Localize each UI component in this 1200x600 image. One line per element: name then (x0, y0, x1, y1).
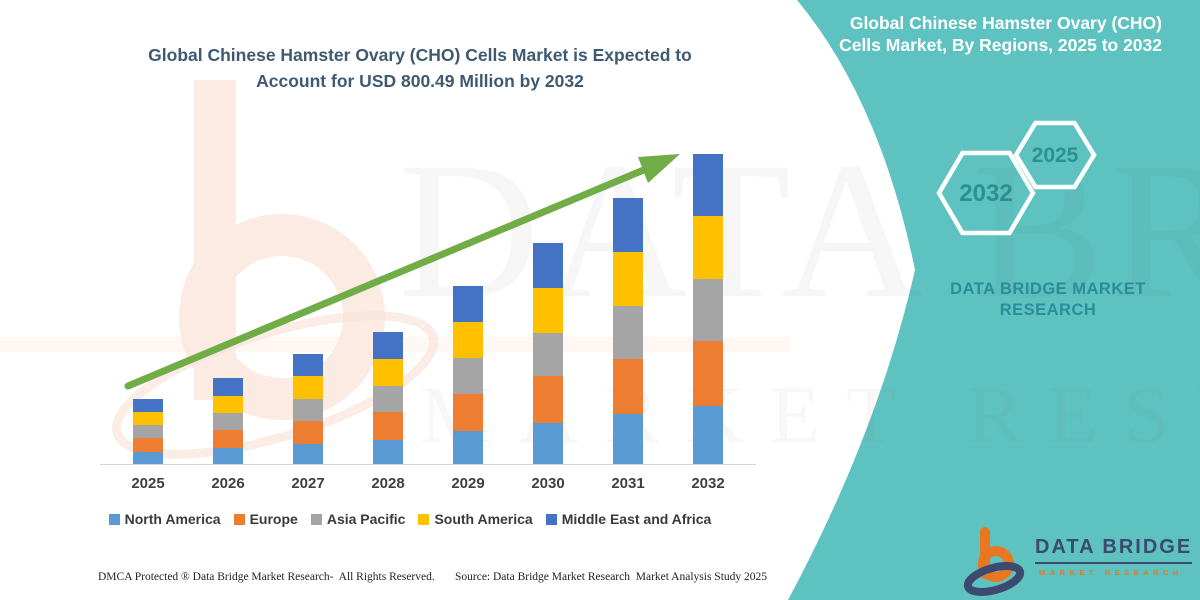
stacked-bar-2029 (453, 285, 483, 465)
bar-segment-2028-middle-east-and-africa (373, 332, 403, 360)
legend-swatch-icon (108, 513, 120, 525)
stacked-bar-2032 (693, 154, 723, 465)
hexagons-graphic: 2032 2025 (936, 120, 1097, 236)
side-panel-title: Global Chinese Hamster Ovary (CHO) Cells… (839, 13, 1162, 55)
stacked-bar-2028 (373, 332, 403, 465)
legend-swatch-icon (310, 513, 322, 525)
bar-segment-2027-north-america (293, 444, 323, 465)
x-axis-label-2027: 2027 (291, 475, 325, 492)
bar-segment-2025-asia-pacific (133, 425, 163, 439)
x-axis-line (100, 464, 756, 465)
hexagon-2032 (936, 150, 1036, 236)
stacked-bar-2027 (293, 353, 323, 465)
bar-segment-2028-europe (373, 412, 403, 440)
chart-title: Global Chinese Hamster Ovary (CHO) Cells… (70, 42, 770, 94)
x-axis-labels: 2025 2026 2027 2028 2029 2030 2031 2032 (0, 475, 800, 497)
bar-segment-2032-middle-east-and-africa (693, 154, 723, 217)
x-axis-label-2028: 2028 (371, 475, 405, 492)
hexagon-2025-label: 2025 (1032, 144, 1079, 167)
bar-segment-2025-north-america (133, 452, 163, 465)
bar-segment-2028-north-america (373, 439, 403, 465)
bar-segment-2027-middle-east-and-africa (293, 353, 323, 377)
legend-label: Europe (249, 511, 298, 527)
bar-segment-2031-middle-east-and-africa (613, 198, 643, 253)
legend-swatch-icon (545, 513, 557, 525)
bar-segment-2030-europe (533, 376, 563, 423)
bar-segment-2030-south-america (533, 288, 563, 333)
x-axis-label-2025: 2025 (131, 475, 165, 492)
footer-source-text: Source: Data Bridge Market Research Mark… (455, 571, 768, 583)
logo-wordmark: DATA BRIDGE (1035, 536, 1193, 564)
bar-segment-2027-asia-pacific (293, 398, 323, 421)
bar-segment-2030-north-america (533, 422, 563, 465)
bar-segment-2027-europe (293, 420, 323, 445)
bar-segment-2026-europe (213, 430, 243, 449)
bar-segment-2030-middle-east-and-africa (533, 243, 563, 289)
x-axis-label-2032: 2032 (691, 475, 725, 492)
legend-swatch-icon (418, 513, 430, 525)
stacked-bar-2030 (533, 243, 563, 465)
bar-segment-2030-asia-pacific (533, 332, 563, 377)
stacked-bar-chart (133, 154, 723, 465)
bar-segment-2031-europe (613, 358, 643, 415)
legend-item-middle-east-and-africa: Middle East and Africa (545, 511, 712, 527)
legend-item-asia-pacific: Asia Pacific (310, 511, 406, 527)
side-panel-brand-text: DATA BRIDGE MARKET RESEARCH (950, 280, 1146, 319)
footer-dmca-text: DMCA Protected ® Data Bridge Market Rese… (98, 571, 435, 583)
bar-segment-2031-south-america (613, 252, 643, 306)
legend-label: North America (124, 511, 221, 527)
bar-segment-2025-middle-east-and-africa (133, 398, 163, 413)
bar-segment-2032-asia-pacific (693, 278, 723, 341)
bar-segment-2031-north-america (613, 414, 643, 465)
bar-segment-2026-south-america (213, 395, 243, 413)
bar-segment-2029-europe (453, 393, 483, 431)
x-axis-label-2031: 2031 (611, 475, 645, 492)
hexagon-2032-label: 2032 (959, 180, 1012, 207)
bar-segment-2026-north-america (213, 448, 243, 465)
logo-subtitle: MARKET RESEARCH (1039, 568, 1183, 577)
stacked-bar-2025 (133, 398, 163, 465)
logo-swoosh (963, 562, 1025, 596)
bar-segment-2029-asia-pacific (453, 358, 483, 394)
bar-segment-2032-europe (693, 340, 723, 406)
chart-legend: North America Europe Asia Pacific South Ame… (58, 511, 762, 527)
x-axis-label-2029: 2029 (451, 475, 485, 492)
x-axis-label-2026: 2026 (211, 475, 245, 492)
legend-item-north-america: North America (108, 511, 221, 527)
legend-item-south-america: South America (418, 511, 533, 527)
chart-title-line2: Account for USD 800.49 Million by 2032 (256, 71, 584, 91)
bar-segment-2025-europe (133, 438, 163, 453)
legend-item-europe: Europe (233, 511, 298, 527)
legend-swatch-icon (233, 513, 245, 525)
legend-label: Asia Pacific (326, 511, 406, 527)
databridge-logo: DATA BRIDGE MARKET RESEARCH (963, 524, 1193, 596)
bar-segment-2026-asia-pacific (213, 412, 243, 431)
bar-segment-2029-south-america (453, 322, 483, 359)
databridge-logo-glyph (963, 527, 1025, 596)
bar-segment-2032-north-america (693, 405, 723, 465)
teal-panel-shape (788, 0, 1200, 600)
hexagon-2025 (1013, 120, 1097, 190)
bar-segment-2027-south-america (293, 376, 323, 399)
bar-segment-2031-asia-pacific (613, 305, 643, 359)
bar-segment-2025-south-america (133, 412, 163, 425)
chart-title-line1: Global Chinese Hamster Ovary (CHO) Cells… (148, 45, 692, 65)
bar-segment-2028-asia-pacific (373, 385, 403, 413)
bar-segment-2029-north-america (453, 430, 483, 465)
bar-segment-2028-south-america (373, 359, 403, 386)
bar-segment-2032-south-america (693, 216, 723, 279)
bar-segment-2029-middle-east-and-africa (453, 285, 483, 323)
legend-label: South America (434, 511, 533, 527)
stacked-bar-2031 (613, 198, 643, 465)
legend-label: Middle East and Africa (561, 511, 712, 527)
stacked-bar-2026 (213, 378, 243, 465)
bar-segment-2026-middle-east-and-africa (213, 378, 243, 396)
x-axis-label-2030: 2030 (531, 475, 565, 492)
